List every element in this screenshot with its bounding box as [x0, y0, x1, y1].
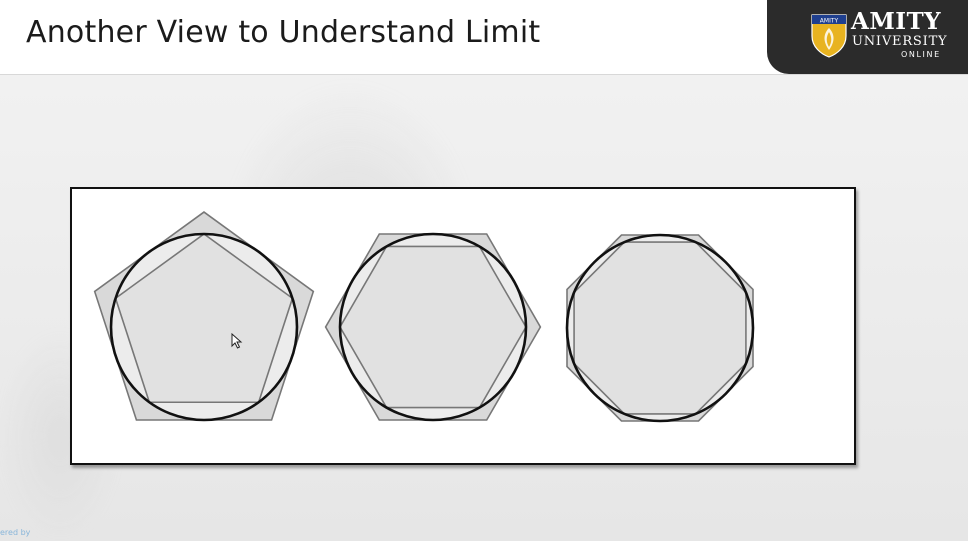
circle — [338, 232, 528, 422]
inscribed-octagon — [573, 241, 747, 415]
mouse-cursor-icon — [231, 333, 243, 349]
octagon-figure — [565, 233, 755, 423]
university-logo: AMITY AMITY UNIVERSITY ONLINE — [767, 0, 968, 74]
logo-subtitle: UNIVERSITY — [852, 34, 948, 49]
logo-tagline: ONLINE — [901, 50, 941, 59]
circle — [565, 233, 755, 423]
circle — [109, 232, 299, 422]
hexagon-figure — [324, 232, 542, 422]
crest-text: AMITY — [820, 18, 839, 25]
pentagon-figure — [93, 211, 315, 422]
polygon-circle-diagram — [93, 211, 755, 423]
title-bar: Another View to Understand Limit AMITY A… — [0, 0, 968, 75]
powered-by-text: ered by — [0, 528, 31, 537]
logo-name: AMITY — [851, 8, 942, 35]
crest-icon: AMITY — [811, 14, 847, 58]
figure-panel — [70, 187, 856, 465]
inscribed-pentagon — [114, 233, 294, 404]
slide-title: Another View to Understand Limit — [26, 15, 541, 50]
